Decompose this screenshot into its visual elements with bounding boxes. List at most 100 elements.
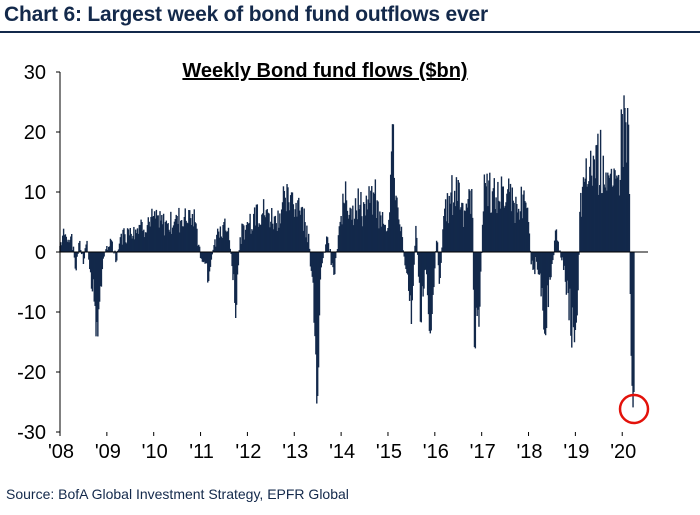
bar bbox=[258, 223, 260, 252]
bar bbox=[298, 210, 301, 252]
bar bbox=[221, 237, 223, 252]
bar bbox=[508, 178, 510, 252]
bar bbox=[314, 252, 316, 337]
bar bbox=[336, 249, 339, 252]
bar bbox=[126, 228, 129, 252]
bar bbox=[593, 159, 595, 252]
bar bbox=[61, 245, 63, 252]
bar bbox=[450, 192, 452, 252]
bar bbox=[400, 226, 403, 252]
bar bbox=[617, 177, 619, 252]
bar bbox=[180, 220, 183, 252]
bar bbox=[549, 252, 551, 280]
bar bbox=[171, 233, 173, 252]
bar bbox=[351, 219, 353, 252]
x-tick-label: '13 bbox=[282, 441, 308, 463]
bar bbox=[465, 203, 468, 252]
bar bbox=[123, 228, 125, 252]
bar bbox=[178, 207, 180, 252]
bar bbox=[520, 186, 523, 252]
bar bbox=[594, 178, 596, 252]
bar bbox=[626, 108, 629, 252]
bar bbox=[281, 202, 284, 252]
bar bbox=[319, 252, 322, 280]
bar bbox=[249, 213, 251, 252]
bar bbox=[535, 252, 538, 262]
bar bbox=[222, 225, 224, 252]
bar bbox=[381, 212, 384, 252]
bar bbox=[330, 252, 332, 266]
bar bbox=[362, 226, 364, 252]
bar bbox=[509, 183, 512, 252]
bar bbox=[485, 186, 487, 252]
bar bbox=[347, 218, 350, 252]
bar bbox=[373, 193, 376, 252]
bar bbox=[601, 193, 604, 252]
bar bbox=[462, 226, 465, 252]
bar bbox=[153, 211, 156, 252]
bar bbox=[81, 252, 84, 254]
bar bbox=[235, 252, 238, 305]
bar bbox=[227, 227, 230, 252]
bar bbox=[268, 213, 270, 252]
bar bbox=[541, 252, 543, 288]
bar bbox=[155, 209, 158, 252]
bar bbox=[169, 231, 171, 252]
bar bbox=[107, 249, 109, 252]
bar bbox=[408, 252, 411, 301]
bar bbox=[507, 189, 509, 252]
bar bbox=[370, 190, 372, 252]
bar bbox=[433, 252, 435, 288]
bar bbox=[316, 252, 319, 396]
bar bbox=[124, 234, 126, 252]
bar bbox=[475, 252, 477, 308]
bar bbox=[458, 182, 460, 252]
bar bbox=[502, 186, 504, 252]
bar bbox=[628, 194, 631, 252]
bar bbox=[498, 200, 500, 252]
bar bbox=[106, 246, 108, 252]
bar bbox=[320, 252, 322, 268]
bar bbox=[362, 202, 365, 252]
bar bbox=[119, 237, 122, 252]
bar bbox=[511, 187, 514, 252]
bar bbox=[174, 218, 177, 252]
bar bbox=[313, 252, 315, 323]
bar bbox=[412, 252, 414, 286]
bond-flows-chart: 30 20 10 0 -10 -20 -30 '08 '09 '10 '11 '12 '13 '14 '1… bbox=[17, 62, 650, 463]
bar bbox=[107, 246, 110, 252]
bar bbox=[580, 192, 582, 252]
y-tick-label: 10 bbox=[24, 182, 46, 204]
bar bbox=[488, 180, 490, 252]
bar bbox=[257, 226, 259, 252]
bar bbox=[145, 232, 148, 252]
bar bbox=[487, 206, 489, 252]
bar bbox=[252, 230, 254, 252]
bar bbox=[233, 252, 235, 275]
bar bbox=[551, 252, 553, 264]
bar bbox=[60, 242, 62, 252]
bar bbox=[206, 252, 208, 264]
bar bbox=[306, 225, 308, 252]
bar bbox=[127, 229, 130, 252]
bar bbox=[65, 236, 68, 252]
bar bbox=[604, 187, 606, 252]
bar bbox=[516, 204, 518, 252]
bar bbox=[566, 252, 568, 281]
bar bbox=[185, 220, 187, 252]
bar bbox=[244, 239, 246, 252]
bar bbox=[437, 252, 440, 266]
bar bbox=[332, 252, 334, 268]
bar bbox=[315, 252, 317, 355]
bar bbox=[589, 150, 592, 252]
bar bbox=[481, 224, 484, 252]
bar bbox=[98, 252, 101, 302]
bar bbox=[280, 223, 282, 252]
bar bbox=[266, 209, 268, 252]
bar bbox=[394, 200, 396, 252]
bar bbox=[256, 204, 259, 252]
bar bbox=[588, 181, 590, 252]
bar bbox=[137, 233, 140, 252]
bar bbox=[340, 216, 342, 252]
bar bbox=[226, 231, 229, 252]
